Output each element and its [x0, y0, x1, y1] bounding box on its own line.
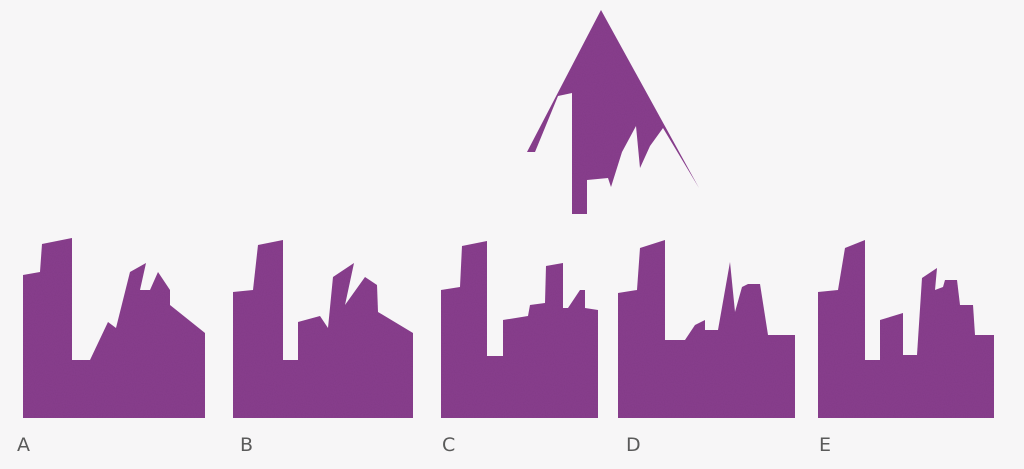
option-e-label: E: [819, 434, 831, 456]
option-a-shape[interactable]: [23, 238, 205, 418]
target-triangle-shape: [527, 10, 699, 214]
option-a-label: A: [17, 434, 30, 456]
option-d-label: D: [626, 434, 641, 456]
option-b-shape[interactable]: [233, 240, 413, 418]
option-d-shape[interactable]: [618, 240, 795, 418]
option-b-label: B: [240, 434, 253, 456]
option-e-shape[interactable]: [818, 240, 994, 418]
option-c-shape[interactable]: [441, 241, 598, 418]
option-c-label: C: [442, 434, 455, 456]
